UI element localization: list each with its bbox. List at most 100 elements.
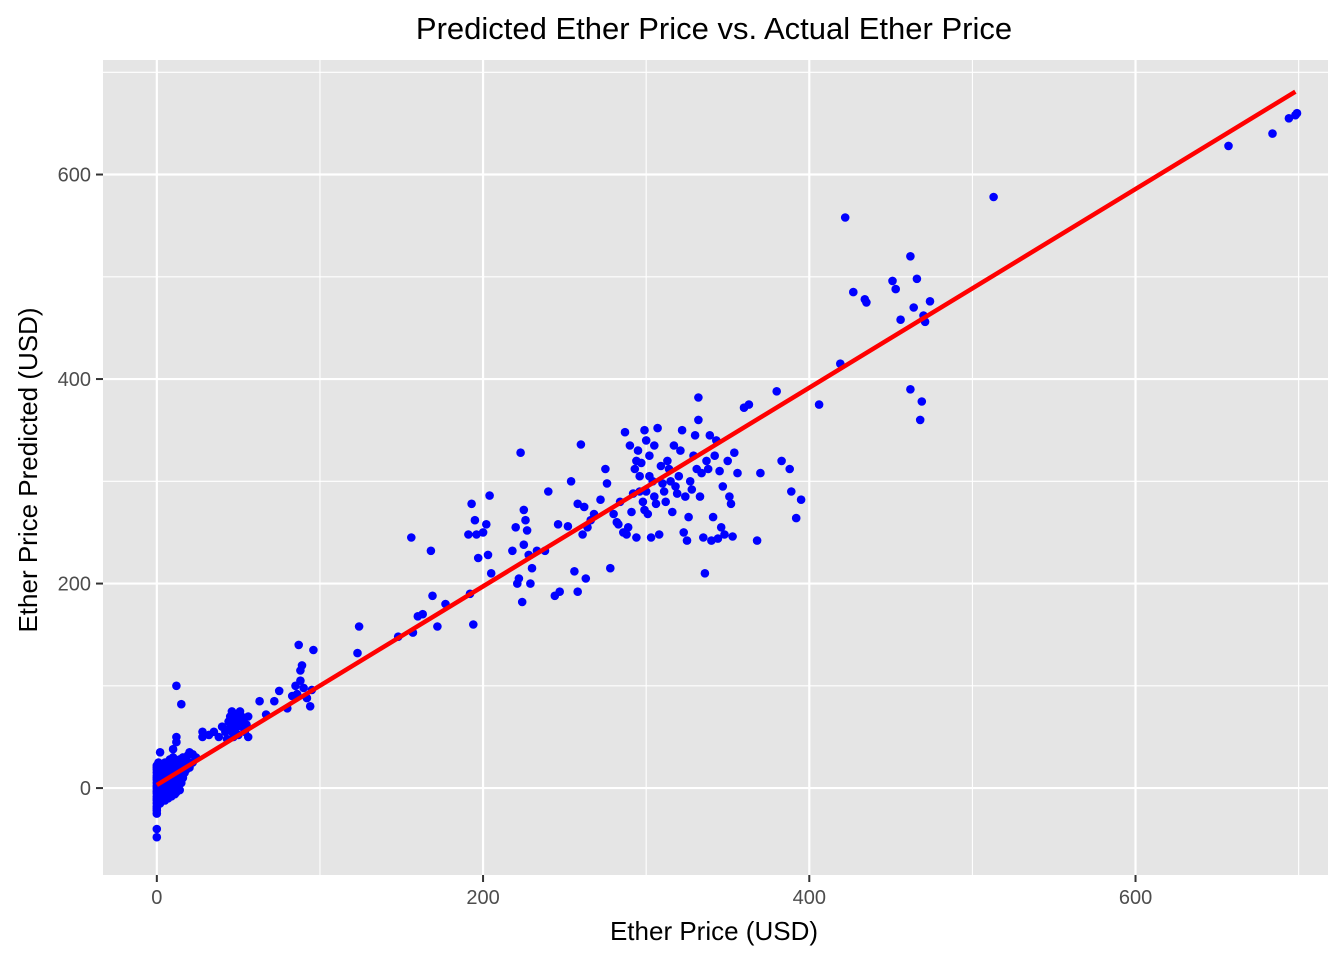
data-point bbox=[632, 533, 641, 542]
data-point bbox=[676, 446, 685, 455]
data-point bbox=[527, 563, 537, 573]
data-point bbox=[581, 574, 591, 583]
data-point bbox=[659, 487, 669, 496]
y-tick-label: 600 bbox=[58, 165, 91, 187]
data-point bbox=[710, 451, 719, 461]
data-point bbox=[482, 520, 491, 529]
data-point bbox=[152, 824, 162, 834]
data-point bbox=[168, 744, 178, 754]
data-point bbox=[791, 513, 801, 523]
data-point bbox=[625, 441, 635, 450]
data-point bbox=[912, 274, 922, 284]
data-point bbox=[270, 696, 279, 706]
data-point bbox=[733, 468, 742, 478]
data-point bbox=[555, 587, 564, 596]
data-point bbox=[917, 397, 927, 406]
data-point bbox=[682, 536, 692, 545]
data-point bbox=[640, 425, 649, 435]
data-point bbox=[796, 495, 806, 505]
y-tick-label: 200 bbox=[58, 574, 91, 596]
data-point bbox=[643, 509, 653, 519]
data-point bbox=[294, 640, 304, 650]
y-axis-label: Ether Price Predicted (USD) bbox=[13, 307, 43, 632]
data-point bbox=[606, 563, 615, 573]
data-point bbox=[214, 732, 224, 742]
data-point bbox=[255, 696, 264, 706]
data-point bbox=[464, 530, 473, 539]
data-point bbox=[1268, 129, 1277, 138]
data-point bbox=[672, 489, 682, 498]
data-point bbox=[297, 661, 307, 670]
data-point bbox=[309, 645, 318, 655]
x-axis-ticks: 0 200 400 600 bbox=[151, 875, 1152, 909]
data-point bbox=[570, 567, 579, 576]
data-point bbox=[354, 622, 364, 631]
data-point bbox=[526, 579, 535, 588]
data-point bbox=[641, 436, 651, 445]
data-point bbox=[472, 530, 481, 539]
data-point bbox=[473, 553, 483, 563]
data-point bbox=[663, 456, 672, 466]
data-point bbox=[243, 712, 253, 721]
data-point bbox=[756, 468, 765, 478]
data-point bbox=[428, 591, 437, 601]
data-point bbox=[470, 515, 480, 525]
data-point bbox=[627, 507, 636, 517]
data-point bbox=[840, 213, 850, 222]
data-point bbox=[521, 515, 530, 525]
data-point bbox=[198, 727, 207, 737]
data-point bbox=[677, 425, 687, 435]
fit-line-layer bbox=[155, 89, 1297, 787]
data-point bbox=[152, 809, 162, 818]
data-point bbox=[544, 487, 553, 496]
data-point bbox=[700, 569, 710, 578]
data-point bbox=[909, 303, 918, 312]
data-point bbox=[573, 587, 582, 596]
y-tick-label: 0 bbox=[80, 778, 91, 800]
data-point bbox=[622, 530, 631, 539]
data-point bbox=[305, 702, 315, 711]
data-point bbox=[614, 520, 623, 529]
data-point bbox=[730, 448, 739, 458]
data-point bbox=[888, 276, 897, 286]
data-point bbox=[645, 451, 654, 461]
data-point bbox=[1224, 141, 1233, 151]
data-point bbox=[508, 546, 517, 556]
data-point bbox=[654, 530, 664, 539]
data-point bbox=[671, 482, 680, 491]
data-point bbox=[658, 479, 667, 488]
data-point bbox=[697, 468, 706, 478]
data-point bbox=[1284, 114, 1294, 123]
data-point bbox=[602, 479, 612, 488]
data-point bbox=[668, 507, 677, 517]
data-point bbox=[723, 456, 732, 466]
data-point bbox=[155, 748, 165, 757]
data-point bbox=[1292, 108, 1302, 118]
data-point bbox=[596, 495, 605, 505]
data-point bbox=[576, 440, 586, 449]
data-point bbox=[777, 456, 786, 466]
data-point bbox=[175, 785, 184, 795]
data-point bbox=[469, 620, 478, 629]
data-point bbox=[601, 464, 610, 474]
data-point bbox=[752, 536, 762, 545]
data-point bbox=[563, 522, 573, 531]
data-point bbox=[519, 540, 529, 549]
data-point bbox=[728, 532, 737, 541]
y-tick-label: 400 bbox=[58, 369, 91, 391]
data-point bbox=[891, 284, 900, 294]
data-point bbox=[522, 526, 532, 535]
data-point bbox=[772, 387, 781, 396]
data-point bbox=[679, 528, 688, 537]
x-tick-label: 200 bbox=[466, 887, 499, 909]
data-point bbox=[579, 502, 589, 512]
data-point bbox=[637, 458, 646, 468]
data-point bbox=[646, 533, 656, 542]
data-point bbox=[514, 574, 524, 583]
data-point bbox=[716, 523, 726, 532]
data-point bbox=[702, 456, 711, 466]
fit-line bbox=[155, 89, 1297, 787]
data-point bbox=[718, 482, 728, 491]
data-point bbox=[695, 492, 705, 501]
